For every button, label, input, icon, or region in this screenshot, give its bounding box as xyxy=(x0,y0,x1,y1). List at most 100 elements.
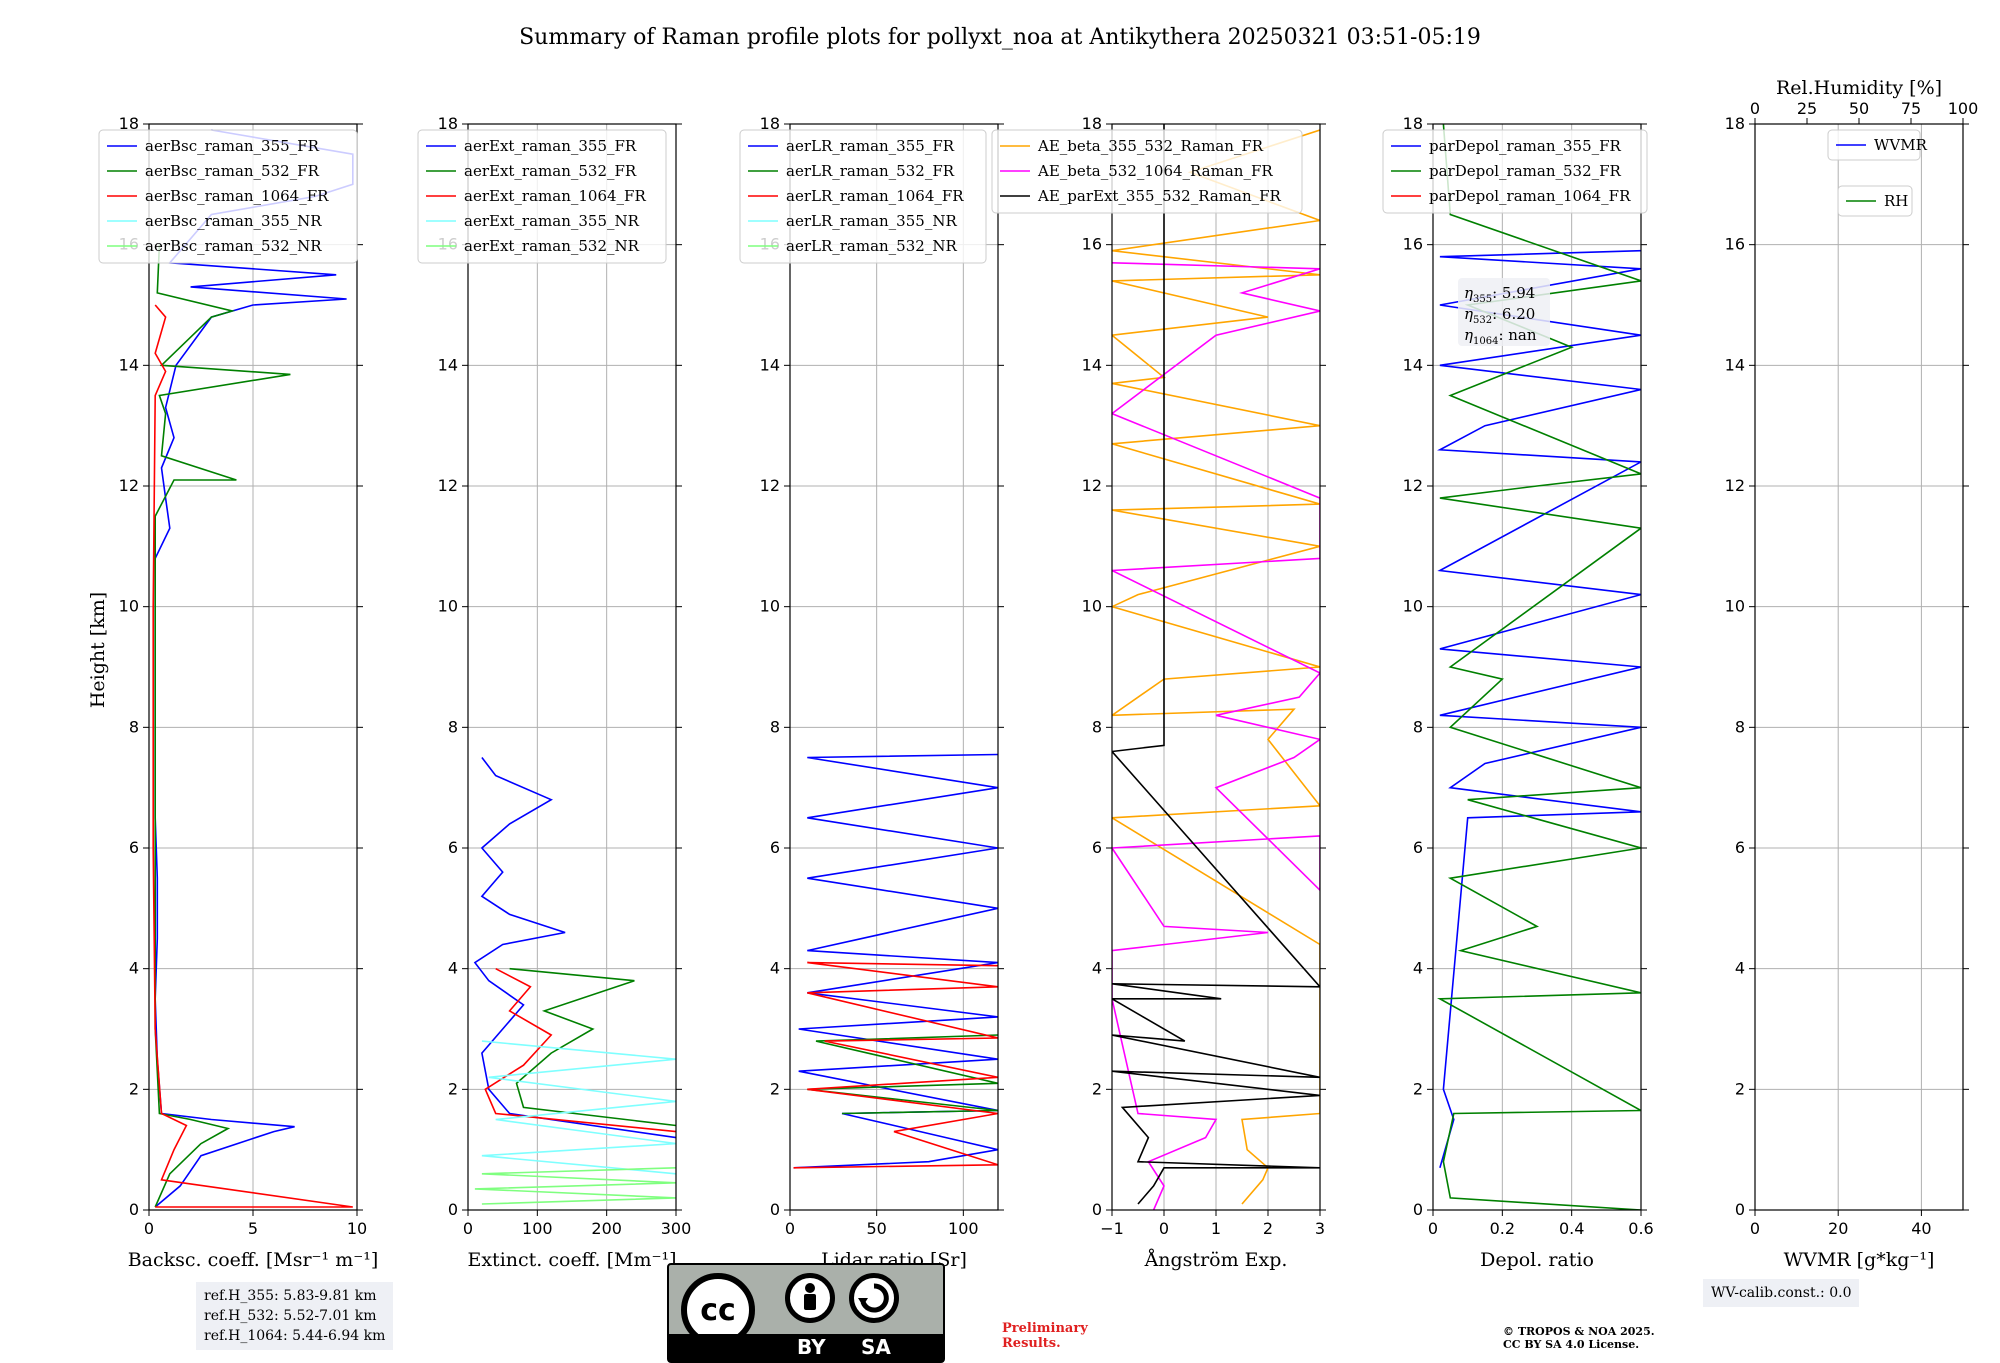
y-tick-label: 2 xyxy=(129,1079,139,1098)
y-tick-label: 2 xyxy=(448,1079,458,1098)
x-tick-label: 100 xyxy=(522,1219,553,1238)
x-axis-label: WVMR [g*kg⁻¹] xyxy=(1784,1249,1935,1271)
y-tick-label: 0 xyxy=(129,1200,139,1219)
x-tick-label: 1 xyxy=(1211,1219,1221,1238)
top-x-tick-label: 50 xyxy=(1849,99,1869,118)
y-tick-label: 12 xyxy=(438,476,458,495)
series-line-aerExt_raman_532_FR xyxy=(509,967,676,1127)
series-line-aerLR_raman_1064_FR xyxy=(793,961,998,1169)
series-line-aerExt_raman_1064_FR xyxy=(484,967,676,1133)
x-tick-label: 0 xyxy=(1750,1219,1760,1238)
y-tick-label: 4 xyxy=(448,959,458,978)
preliminary-line-1: Preliminary xyxy=(1002,1321,1088,1336)
y-tick-label: 6 xyxy=(770,838,780,857)
legend-label: aerExt_raman_355_NR xyxy=(464,212,640,230)
y-tick-label: 14 xyxy=(760,355,780,374)
legend-label: aerExt_raman_1064_FR xyxy=(464,187,646,205)
y-tick-label: 6 xyxy=(1413,838,1423,857)
y-tick-label: 0 xyxy=(1413,1200,1423,1219)
y-tick-label: 6 xyxy=(448,838,458,857)
legend-label: aerLR_raman_1064_FR xyxy=(786,187,964,205)
y-tick-label: 0 xyxy=(1092,1200,1102,1219)
y-tick-label: 4 xyxy=(1092,959,1102,978)
y-tick-label: 8 xyxy=(1735,717,1745,736)
x-tick-label: 20 xyxy=(1828,1219,1848,1238)
legend-box xyxy=(1382,129,1648,214)
eta-line: η1064: nan xyxy=(1464,326,1537,347)
legend-label: AE_parExt_355_532_Raman_FR xyxy=(1037,187,1282,205)
top-x-tick-label: 100 xyxy=(1948,99,1979,118)
y-tick-label: 10 xyxy=(119,597,139,616)
legend-RH: RH xyxy=(1837,185,1913,217)
y-tick-label: 10 xyxy=(1725,597,1745,616)
x-tick-label: 2 xyxy=(1263,1219,1273,1238)
y-tick-label: 0 xyxy=(1735,1200,1745,1219)
y-tick-label: 6 xyxy=(1092,838,1102,857)
legend: parDepol_raman_355_FR parDepol_raman_532_… xyxy=(1382,129,1648,214)
panel-depol: 0 2 4 6 8 10 12 14 16 18 0 0.2 0.4 0.6 Depol. ratio par… xyxy=(1382,114,1654,1271)
eta-annotation-box xyxy=(1458,278,1550,346)
y-tick-label: 2 xyxy=(1735,1079,1745,1098)
panel-ext: 0246810121416180100200300Extinct. coeff.… xyxy=(417,114,692,1271)
series-line-aerBsc_raman_1064_FR xyxy=(152,304,353,1208)
legend-label: aerBsc_raman_532_FR xyxy=(145,162,320,180)
x-tick-label: 5 xyxy=(248,1219,258,1238)
y-tick-label: 6 xyxy=(129,838,139,857)
legend-label: aerLR_raman_355_NR xyxy=(786,212,957,230)
y-tick-label: 10 xyxy=(760,597,780,616)
y-axis-label: Height [km] xyxy=(87,592,109,708)
x-tick-label: 10 xyxy=(347,1219,367,1238)
y-tick-label: 6 xyxy=(1735,838,1745,857)
y-tick-label: 10 xyxy=(438,597,458,616)
cc-letters: cc xyxy=(700,1293,736,1328)
axes-frame xyxy=(789,123,999,1211)
x-tick-label: 0 xyxy=(144,1219,154,1238)
legend: aerLR_raman_355_FR aerLR_raman_532_FR aerL… xyxy=(739,129,987,264)
legend-label: aerLR_raman_532_NR xyxy=(786,237,957,255)
legend-label: aerExt_raman_355_FR xyxy=(464,137,637,155)
legend-label: WVMR xyxy=(1874,136,1928,154)
legend-label: aerBsc_raman_355_NR xyxy=(145,212,322,230)
series-line-parDepol_raman_532_FR xyxy=(1436,124,1641,1210)
attribution-person-icon xyxy=(785,1273,835,1323)
y-tick-label: 18 xyxy=(119,114,139,133)
legend: aerExt_raman_355_FR aerExt_raman_532_FRae… xyxy=(417,129,667,264)
y-tick-label: 12 xyxy=(1082,476,1102,495)
y-tick-label: 12 xyxy=(119,476,139,495)
y-tick-label: 10 xyxy=(1403,597,1423,616)
wv-calib-box: WV-calib.const.: 0.0 xyxy=(1703,1279,1860,1307)
y-tick-label: 4 xyxy=(770,959,780,978)
share-alike-icon xyxy=(849,1273,899,1323)
series-line-parDepol_raman_355_FR xyxy=(1437,249,1641,1169)
legend-box xyxy=(739,129,987,264)
legend-label: parDepol_raman_355_FR xyxy=(1429,137,1622,155)
y-tick-label: 14 xyxy=(119,355,139,374)
top-x-axis-label: Rel.Humidity [%] xyxy=(1776,77,1942,99)
eta-line: η532: 6.20 xyxy=(1464,305,1535,326)
y-tick-label: 18 xyxy=(438,114,458,133)
legend-box xyxy=(991,129,1303,214)
x-tick-label: 0 xyxy=(1159,1219,1169,1238)
x-tick-label: −1 xyxy=(1100,1219,1124,1238)
x-axis-label: Backsc. coeff. [Msr⁻¹ m⁻¹] xyxy=(128,1249,379,1271)
wv-calib-constant: WV-calib.const.: 0.0 xyxy=(1711,1285,1852,1301)
top-x-tick-label: 0 xyxy=(1750,99,1760,118)
y-tick-label: 2 xyxy=(1092,1079,1102,1098)
legend-label: aerExt_raman_532_NR xyxy=(464,237,640,255)
y-tick-label: 10 xyxy=(1082,597,1102,616)
legend-label: aerLR_raman_355_FR xyxy=(786,137,955,155)
y-tick-label: 18 xyxy=(1082,114,1102,133)
series-line-aerExt_raman_355_FR xyxy=(473,757,676,1139)
y-tick-label: 8 xyxy=(129,717,139,736)
x-tick-label: 300 xyxy=(661,1219,692,1238)
legend-WVMR: WVMR xyxy=(1827,129,1928,161)
y-tick-label: 2 xyxy=(1413,1079,1423,1098)
y-tick-label: 4 xyxy=(129,959,139,978)
x-tick-label: 0 xyxy=(785,1219,795,1238)
series-line-AE_beta_355_532_Raman_FR xyxy=(1112,129,1320,1205)
x-tick-label: 100 xyxy=(948,1219,979,1238)
panel-wv: 0 2 4 6 8 10 12 14 16 18 0 20 40 WVMR [g*kg⁻¹] 0 25 50 75… xyxy=(1725,77,1979,1271)
x-axis-label: Ångström Exp. xyxy=(1144,1249,1288,1271)
